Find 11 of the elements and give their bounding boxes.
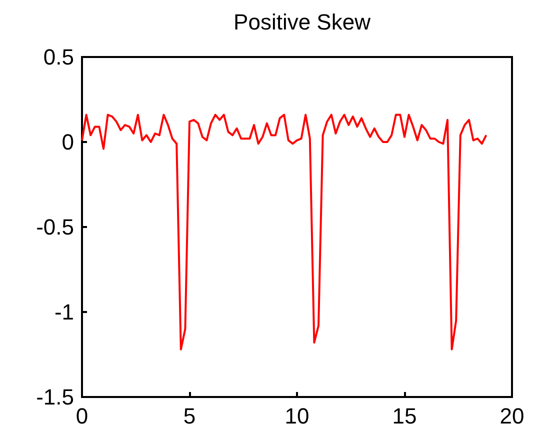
y-tick-label: 0.5 [43, 44, 74, 70]
x-tick-label: 15 [392, 404, 417, 428]
chart-title: Positive Skew [234, 10, 371, 34]
x-tick-label: 5 [183, 404, 196, 428]
y-tick-label: -1 [54, 300, 74, 324]
x-tick-label: 20 [500, 404, 524, 428]
y-tick-label: -1.5 [36, 384, 74, 410]
x-tick-label: 10 [284, 404, 310, 428]
y-tick-label: -0.5 [36, 214, 74, 240]
y-tick-label: 0 [62, 130, 74, 154]
line-series [81, 114, 488, 350]
